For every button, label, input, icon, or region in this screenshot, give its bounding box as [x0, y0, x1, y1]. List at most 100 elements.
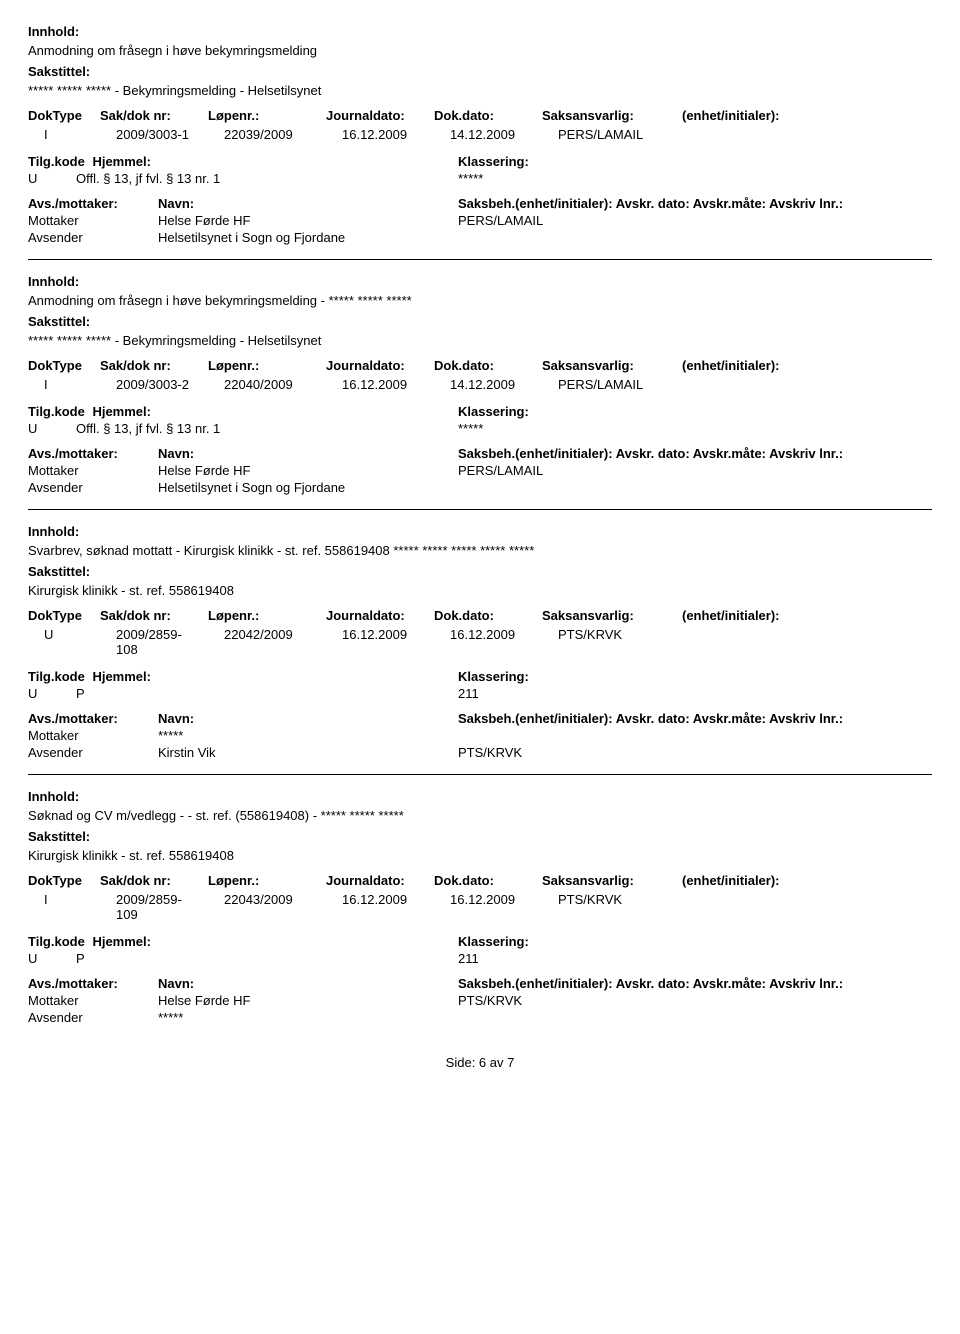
avsmottaker-label: Avs./mottaker:	[28, 976, 158, 991]
saksansvarlig-value: PERS/LAMAIL	[558, 375, 698, 394]
doktype-value: I	[28, 125, 116, 144]
hjemmel-label: Hjemmel:	[92, 934, 151, 949]
sakstittel-text: ***** ***** ***** - Bekymringsmelding - …	[28, 333, 932, 348]
doktype-value: I	[28, 375, 116, 394]
party-saksbeh: PERS/LAMAIL	[458, 463, 932, 478]
tilg-klass-header: Tilg.kode Hjemmel: Klassering:	[28, 934, 932, 949]
party-saksbeh	[458, 728, 932, 743]
navn-label: Navn:	[158, 711, 458, 726]
doktype-value: U	[28, 625, 116, 659]
saksbeh-header: Saksbeh.(enhet/initialer): Avskr. dato: …	[458, 446, 932, 461]
col-saksansvarlig-label: Saksansvarlig:	[542, 873, 682, 888]
lopenr-value: 22043/2009	[224, 890, 342, 924]
klassering-label: Klassering:	[458, 669, 529, 684]
journaldato-value: 16.12.2009	[342, 125, 450, 144]
party-saksbeh: PTS/KRVK	[458, 745, 932, 760]
innhold-text: Søknad og CV m/vedlegg - - st. ref. (558…	[28, 808, 932, 823]
party-name: Kirstin Vik	[158, 745, 458, 760]
party-row: Mottaker Helse Førde HF PERS/LAMAIL	[28, 213, 932, 228]
col-dokdato-label: Dok.dato:	[434, 108, 542, 123]
col-journaldato-label: Journaldato:	[326, 608, 434, 623]
journaldato-value: 16.12.2009	[342, 890, 450, 924]
innhold-label: Innhold:	[28, 789, 932, 804]
tilg-klass-header: Tilg.kode Hjemmel: Klassering:	[28, 404, 932, 419]
col-lopenr-label: Løpenr.:	[208, 608, 326, 623]
enhet-value	[698, 625, 932, 659]
saksbeh-header: Saksbeh.(enhet/initialer): Avskr. dato: …	[458, 711, 932, 726]
innhold-text: Svarbrev, søknad mottatt - Kirurgisk kli…	[28, 543, 932, 558]
meta-data-row: I 2009/3003-1 22039/2009 16.12.2009 14.1…	[28, 125, 932, 144]
party-saksbeh	[458, 230, 932, 245]
col-lopenr-label: Løpenr.:	[208, 358, 326, 373]
tilgkode-value: U	[28, 686, 76, 701]
party-saksbeh	[458, 1010, 932, 1025]
party-role: Mottaker	[28, 728, 158, 743]
hjemmel-label: Hjemmel:	[92, 404, 151, 419]
tilg-klass-values: U P 211	[28, 951, 932, 966]
col-lopenr-label: Løpenr.:	[208, 873, 326, 888]
meta-header-row: DokType Sak/dok nr: Løpenr.: Journaldato…	[28, 873, 932, 888]
sakstittel-text: ***** ***** ***** - Bekymringsmelding - …	[28, 83, 932, 98]
hjemmel-label: Hjemmel:	[92, 154, 151, 169]
col-enhet-label: (enhet/initialer):	[682, 608, 932, 623]
navn-label: Navn:	[158, 976, 458, 991]
col-dokdato-label: Dok.dato:	[434, 608, 542, 623]
innhold-text: Anmodning om fråsegn i høve bekymringsme…	[28, 293, 932, 308]
record-separator	[28, 774, 932, 775]
klassering-value: *****	[458, 421, 483, 436]
sakstittel-label: Sakstittel:	[28, 829, 932, 844]
record-separator	[28, 259, 932, 260]
party-role: Avsender	[28, 1010, 158, 1025]
journal-record: Innhold: Anmodning om fråsegn i høve bek…	[28, 24, 932, 260]
meta-header-row: DokType Sak/dok nr: Løpenr.: Journaldato…	[28, 358, 932, 373]
col-dokdato-label: Dok.dato:	[434, 358, 542, 373]
tilgkode-label: Tilg.kode	[28, 404, 85, 419]
col-dokdato-label: Dok.dato:	[434, 873, 542, 888]
dokdato-value: 14.12.2009	[450, 375, 558, 394]
sakdok-value: 2009/3003-1	[116, 125, 224, 144]
navn-label: Navn:	[158, 446, 458, 461]
party-role: Mottaker	[28, 463, 158, 478]
sakstittel-label: Sakstittel:	[28, 64, 932, 79]
sakstittel-text: Kirurgisk klinikk - st. ref. 558619408	[28, 583, 932, 598]
doktype-value: I	[28, 890, 116, 924]
journaldato-value: 16.12.2009	[342, 375, 450, 394]
journaldato-value: 16.12.2009	[342, 625, 450, 659]
tilg-klass-values: U P 211	[28, 686, 932, 701]
col-journaldato-label: Journaldato:	[326, 358, 434, 373]
saksbeh-header: Saksbeh.(enhet/initialer): Avskr. dato: …	[458, 196, 932, 211]
avsmottaker-label: Avs./mottaker:	[28, 711, 158, 726]
party-row: Mottaker Helse Førde HF PERS/LAMAIL	[28, 463, 932, 478]
col-enhet-label: (enhet/initialer):	[682, 873, 932, 888]
dokdato-value: 16.12.2009	[450, 625, 558, 659]
party-row: Mottaker *****	[28, 728, 932, 743]
col-sakdok-label: Sak/dok nr:	[100, 108, 208, 123]
col-doktype-label: DokType	[28, 608, 100, 623]
hjemmel-value: P	[76, 686, 458, 701]
party-saksbeh: PERS/LAMAIL	[458, 213, 932, 228]
party-name: Helse Førde HF	[158, 463, 458, 478]
sakdok-value: 2009/2859-109	[116, 890, 224, 924]
tilg-klass-header: Tilg.kode Hjemmel: Klassering:	[28, 669, 932, 684]
dokdato-value: 16.12.2009	[450, 890, 558, 924]
party-saksbeh	[458, 480, 932, 495]
col-saksansvarlig-label: Saksansvarlig:	[542, 358, 682, 373]
hjemmel-value: Offl. § 13, jf fvl. § 13 nr. 1	[76, 171, 458, 186]
sakdok-value: 2009/2859-108	[116, 625, 224, 659]
col-journaldato-label: Journaldato:	[326, 108, 434, 123]
dokdato-value: 14.12.2009	[450, 125, 558, 144]
party-name: Helse Førde HF	[158, 213, 458, 228]
klassering-value: 211	[458, 686, 479, 701]
tilgkode-label: Tilg.kode	[28, 669, 85, 684]
hjemmel-value: Offl. § 13, jf fvl. § 13 nr. 1	[76, 421, 458, 436]
saksansvarlig-value: PTS/KRVK	[558, 890, 698, 924]
col-lopenr-label: Løpenr.:	[208, 108, 326, 123]
avsmottaker-label: Avs./mottaker:	[28, 446, 158, 461]
saksansvarlig-value: PERS/LAMAIL	[558, 125, 698, 144]
tilg-klass-header: Tilg.kode Hjemmel: Klassering:	[28, 154, 932, 169]
party-role: Mottaker	[28, 993, 158, 1008]
col-sakdok-label: Sak/dok nr:	[100, 358, 208, 373]
meta-header-row: DokType Sak/dok nr: Løpenr.: Journaldato…	[28, 108, 932, 123]
hjemmel-label: Hjemmel:	[92, 669, 151, 684]
hjemmel-value: P	[76, 951, 458, 966]
